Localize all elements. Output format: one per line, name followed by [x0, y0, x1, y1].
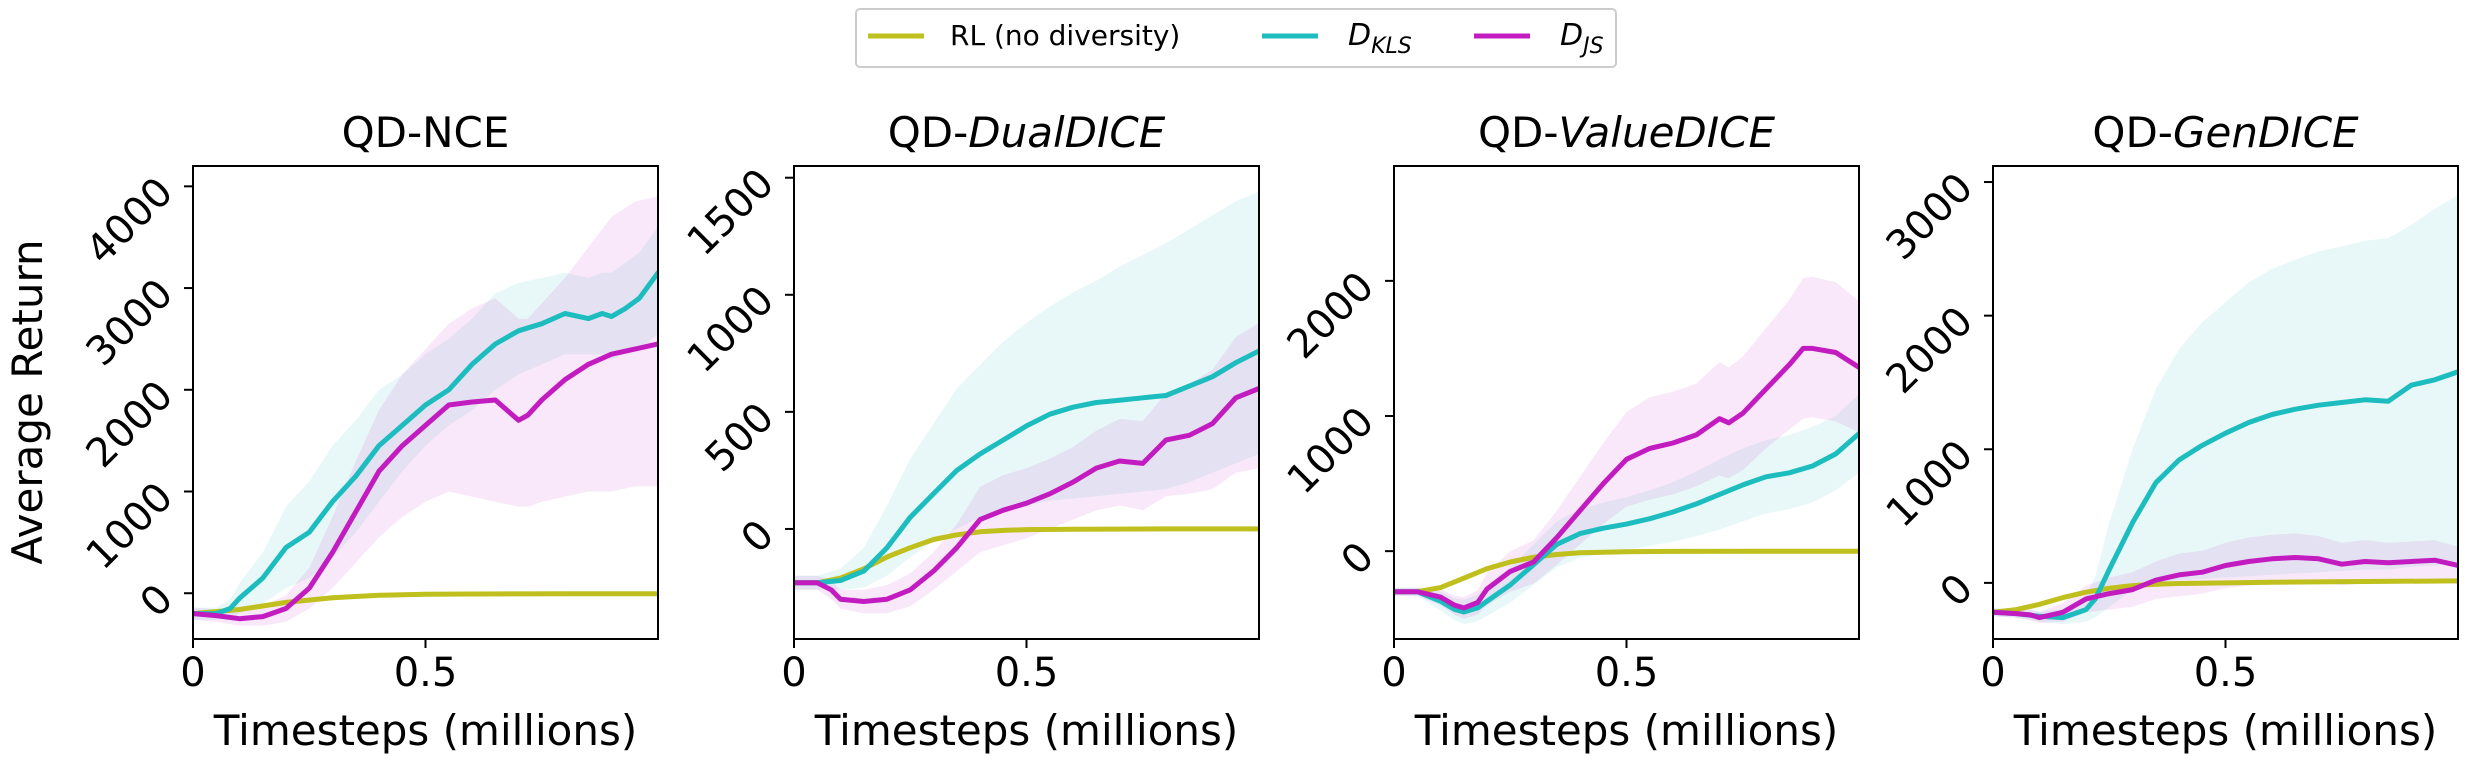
panel-1-xtick-label-0: 0: [781, 650, 806, 696]
panel-3: QD-GenDICE 0 0.5 0 1000 2000 3000 Timesteps (mi…: [1878, 108, 2459, 755]
panel-0-line-djs: [193, 341, 658, 622]
panel-2-ytick-label-2: 2000: [1279, 263, 1384, 368]
panel-2-xtick-label-1: 0.5: [1595, 650, 1659, 696]
panel-2-ytick-label-0: 0: [1333, 534, 1384, 585]
panel-2-title: QD-ValueDICE: [1478, 108, 1776, 157]
panel-3-xtick-label-1: 0.5: [2194, 650, 2258, 696]
panel-2-line-rl: [1394, 548, 1859, 595]
panel-2-ytick-label-1: 1000: [1279, 399, 1384, 504]
legend-label-rl: RL (no diversity): [950, 19, 1180, 52]
panel-1-title-prefix: QD-: [888, 108, 969, 157]
panel-3-title: QD-GenDICE: [2092, 108, 2359, 157]
panel-3-line-djs: [1993, 555, 2458, 621]
panel-2-plot-area: [1394, 276, 1859, 625]
panel-1-band-dkls: [794, 191, 1259, 590]
legend-label-dkls-main: D: [1348, 18, 1371, 53]
panel-1-ytick-label-0: 0: [733, 511, 784, 562]
panel-3-ytick-label-2: 2000: [1878, 298, 1983, 403]
panel-0-plot-area: [193, 196, 658, 626]
panel-3-plot-area: [1993, 195, 2458, 625]
panel-1-title: QD-DualDICE: [888, 108, 1166, 157]
panel-2-band-dkls: [1394, 394, 1859, 625]
panel-0-line-dkls: [193, 270, 658, 617]
legend-label-dkls: DKLS: [1348, 18, 1412, 59]
panel-0-x-axis-label: Timesteps (millions): [213, 706, 637, 755]
panel-1-title-italic: DualDICE: [968, 108, 1165, 157]
legend-box: [855, 8, 1617, 68]
panel-0-ytick-label-4: 4000: [78, 169, 183, 274]
panel-3-band-dkls: [1993, 195, 2458, 625]
legend-label-dkls-sub: KLS: [1371, 34, 1412, 59]
panel-0-xtick-label-1: 0.5: [394, 650, 458, 696]
panel-1: QD-DualDICE 0 0.5 0 500 1000 1500 Timesteps (mi…: [679, 108, 1260, 755]
panel-3-ytick-label-1: 1000: [1878, 432, 1983, 537]
panel-1-ytick-label-1: 500: [697, 394, 784, 481]
panel-3-x-axis-label: Timesteps (millions): [2013, 706, 2437, 755]
panel-0-ytick-label-1: 1000: [78, 474, 183, 579]
panel-1-xtick-label-1: 0.5: [995, 650, 1059, 696]
panel-2-band-djs: [1394, 276, 1859, 619]
panel-2-line-dkls: [1394, 431, 1859, 615]
y-axis-label: Average Return: [3, 239, 52, 564]
panel-0-ytick-label-0: 0: [132, 576, 183, 627]
panel-3-ytick-label-3: 3000: [1878, 165, 1983, 270]
panel-2-line-djs: [1394, 345, 1859, 611]
panel-0-title-prefix: QD-NCE: [342, 108, 510, 157]
panel-3-band-djs: [1993, 533, 2458, 623]
panel-1-ytick-label-2: 1000: [679, 277, 784, 382]
panel-3-title-italic: GenDICE: [2173, 108, 2359, 157]
panel-3-xtick-label-0: 0: [1980, 650, 2005, 696]
legend: RL (no diversity) DKLS DJS: [855, 8, 1617, 68]
panel-2-xtick-label-0: 0: [1381, 650, 1406, 696]
panel-2: QD-ValueDICE 0 0.5 0 1000 2000 Timesteps (mill…: [1279, 108, 1860, 755]
panel-1-plot-area: [794, 191, 1259, 614]
panel-2-title-italic: ValueDICE: [1559, 108, 1776, 157]
panel-3-ytick-label-0: 0: [1932, 565, 1983, 616]
legend-label-djs-sub: JS: [1579, 34, 1603, 59]
panel-1-ytick-label-3: 1500: [679, 160, 784, 265]
panel-0-line-rl: [193, 591, 658, 617]
panel-0-ytick-label-2: 2000: [78, 372, 183, 477]
legend-label-djs: DJS: [1560, 18, 1604, 59]
panel-1-line-dkls: [794, 348, 1259, 586]
panel-0-title: QD-NCE: [342, 108, 510, 157]
panel-2-title-prefix: QD-: [1478, 108, 1559, 157]
panel-3-line-dkls: [1993, 369, 2458, 621]
panel-0-xtick-label-0: 0: [180, 650, 205, 696]
panel-1-x-axis-label: Timesteps (millions): [814, 706, 1238, 755]
panel-2-x-axis-label: Timesteps (millions): [1414, 706, 1838, 755]
panel-3-title-prefix: QD-: [2092, 108, 2173, 157]
panel-1-band-djs: [794, 322, 1259, 614]
panel-3-line-rl: [1993, 578, 2458, 615]
panel-0-band-djs: [193, 196, 658, 626]
legend-label-djs-main: D: [1560, 18, 1583, 53]
panel-1-line-djs: [794, 386, 1259, 604]
panel-0-ytick-label-3: 3000: [78, 271, 183, 376]
